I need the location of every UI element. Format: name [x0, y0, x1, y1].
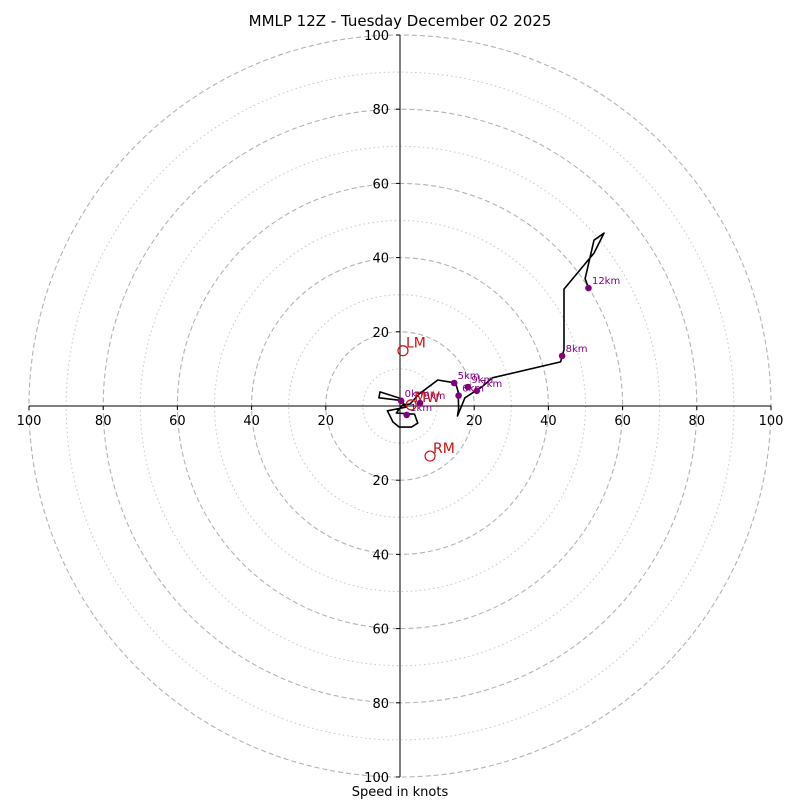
v-tick-label: 40: [372, 548, 389, 563]
height-marker-12km: [585, 284, 592, 292]
height-marker-3km: [416, 399, 424, 407]
h-tick-label: 60: [169, 414, 186, 429]
height-label-8km: 8km: [566, 344, 588, 355]
storm-motion-lm: [397, 345, 409, 357]
chart-title: MMLP 12Z - Tuesday December 02 2025: [249, 12, 552, 30]
storm-motion-rm: [424, 450, 436, 462]
height-label-1km: 1km: [410, 403, 432, 414]
h-tick-label: 80: [689, 414, 706, 429]
v-tick-label: 100: [364, 29, 389, 44]
v-tick-label: 100: [364, 771, 389, 786]
v-tick-label: 20: [372, 474, 389, 489]
height-marker-7km: [473, 387, 481, 395]
height-marker-0km: [397, 397, 405, 405]
height-label-9km: 9km: [471, 375, 493, 386]
h-tick-label: 60: [614, 414, 631, 429]
hodograph-trace-layer: [378, 232, 605, 428]
h-tick-label: 20: [318, 414, 335, 429]
height-label-7km: 7km: [480, 379, 502, 390]
h-tick-label: 20: [466, 414, 483, 429]
storm-motion-label-mw: MW: [414, 390, 440, 406]
v-tick-label: 80: [372, 103, 389, 118]
height-marker-9km: [464, 383, 472, 391]
h-tick-label: 100: [759, 414, 784, 429]
storm-motion-markers: LM RM MW: [397, 336, 455, 462]
v-tick-label: 20: [372, 326, 389, 341]
v-tick-label: 80: [372, 697, 389, 712]
height-marker-1km: [403, 411, 410, 419]
height-marker-6km: [455, 392, 462, 399]
x-axis-label: Speed in knots: [352, 785, 449, 800]
v-tick-label: 40: [372, 252, 389, 267]
h-tick-label: 40: [540, 414, 557, 429]
vertical-tick-labels: 100 80 60 40 20 20 40 60 80 100: [364, 29, 400, 786]
height-label-5km: 5km: [458, 371, 480, 382]
height-label-0km: 0km: [405, 389, 427, 400]
height-marker-5km: [450, 379, 458, 387]
height-label-12km: 12km: [592, 276, 620, 287]
v-tick-label: 60: [372, 623, 389, 638]
storm-motion-label-rm: RM: [433, 441, 455, 457]
height-label-6km: 6km: [462, 384, 484, 395]
height-label-3km: 3km: [424, 391, 446, 402]
storm-motion-label-lm: LM: [406, 336, 426, 352]
h-tick-label: 100: [17, 414, 42, 429]
storm-motion-mw: [405, 399, 417, 411]
h-tick-label: 40: [243, 414, 260, 429]
v-tick-label: 60: [372, 177, 389, 192]
hodograph-trace: [378, 232, 605, 428]
h-tick-label: 80: [95, 414, 112, 429]
axes: [29, 35, 771, 777]
horizontal-tick-labels: 100 80 60 40 20 20 40 60 80 100: [17, 406, 784, 429]
height-marker-8km: [558, 352, 566, 360]
